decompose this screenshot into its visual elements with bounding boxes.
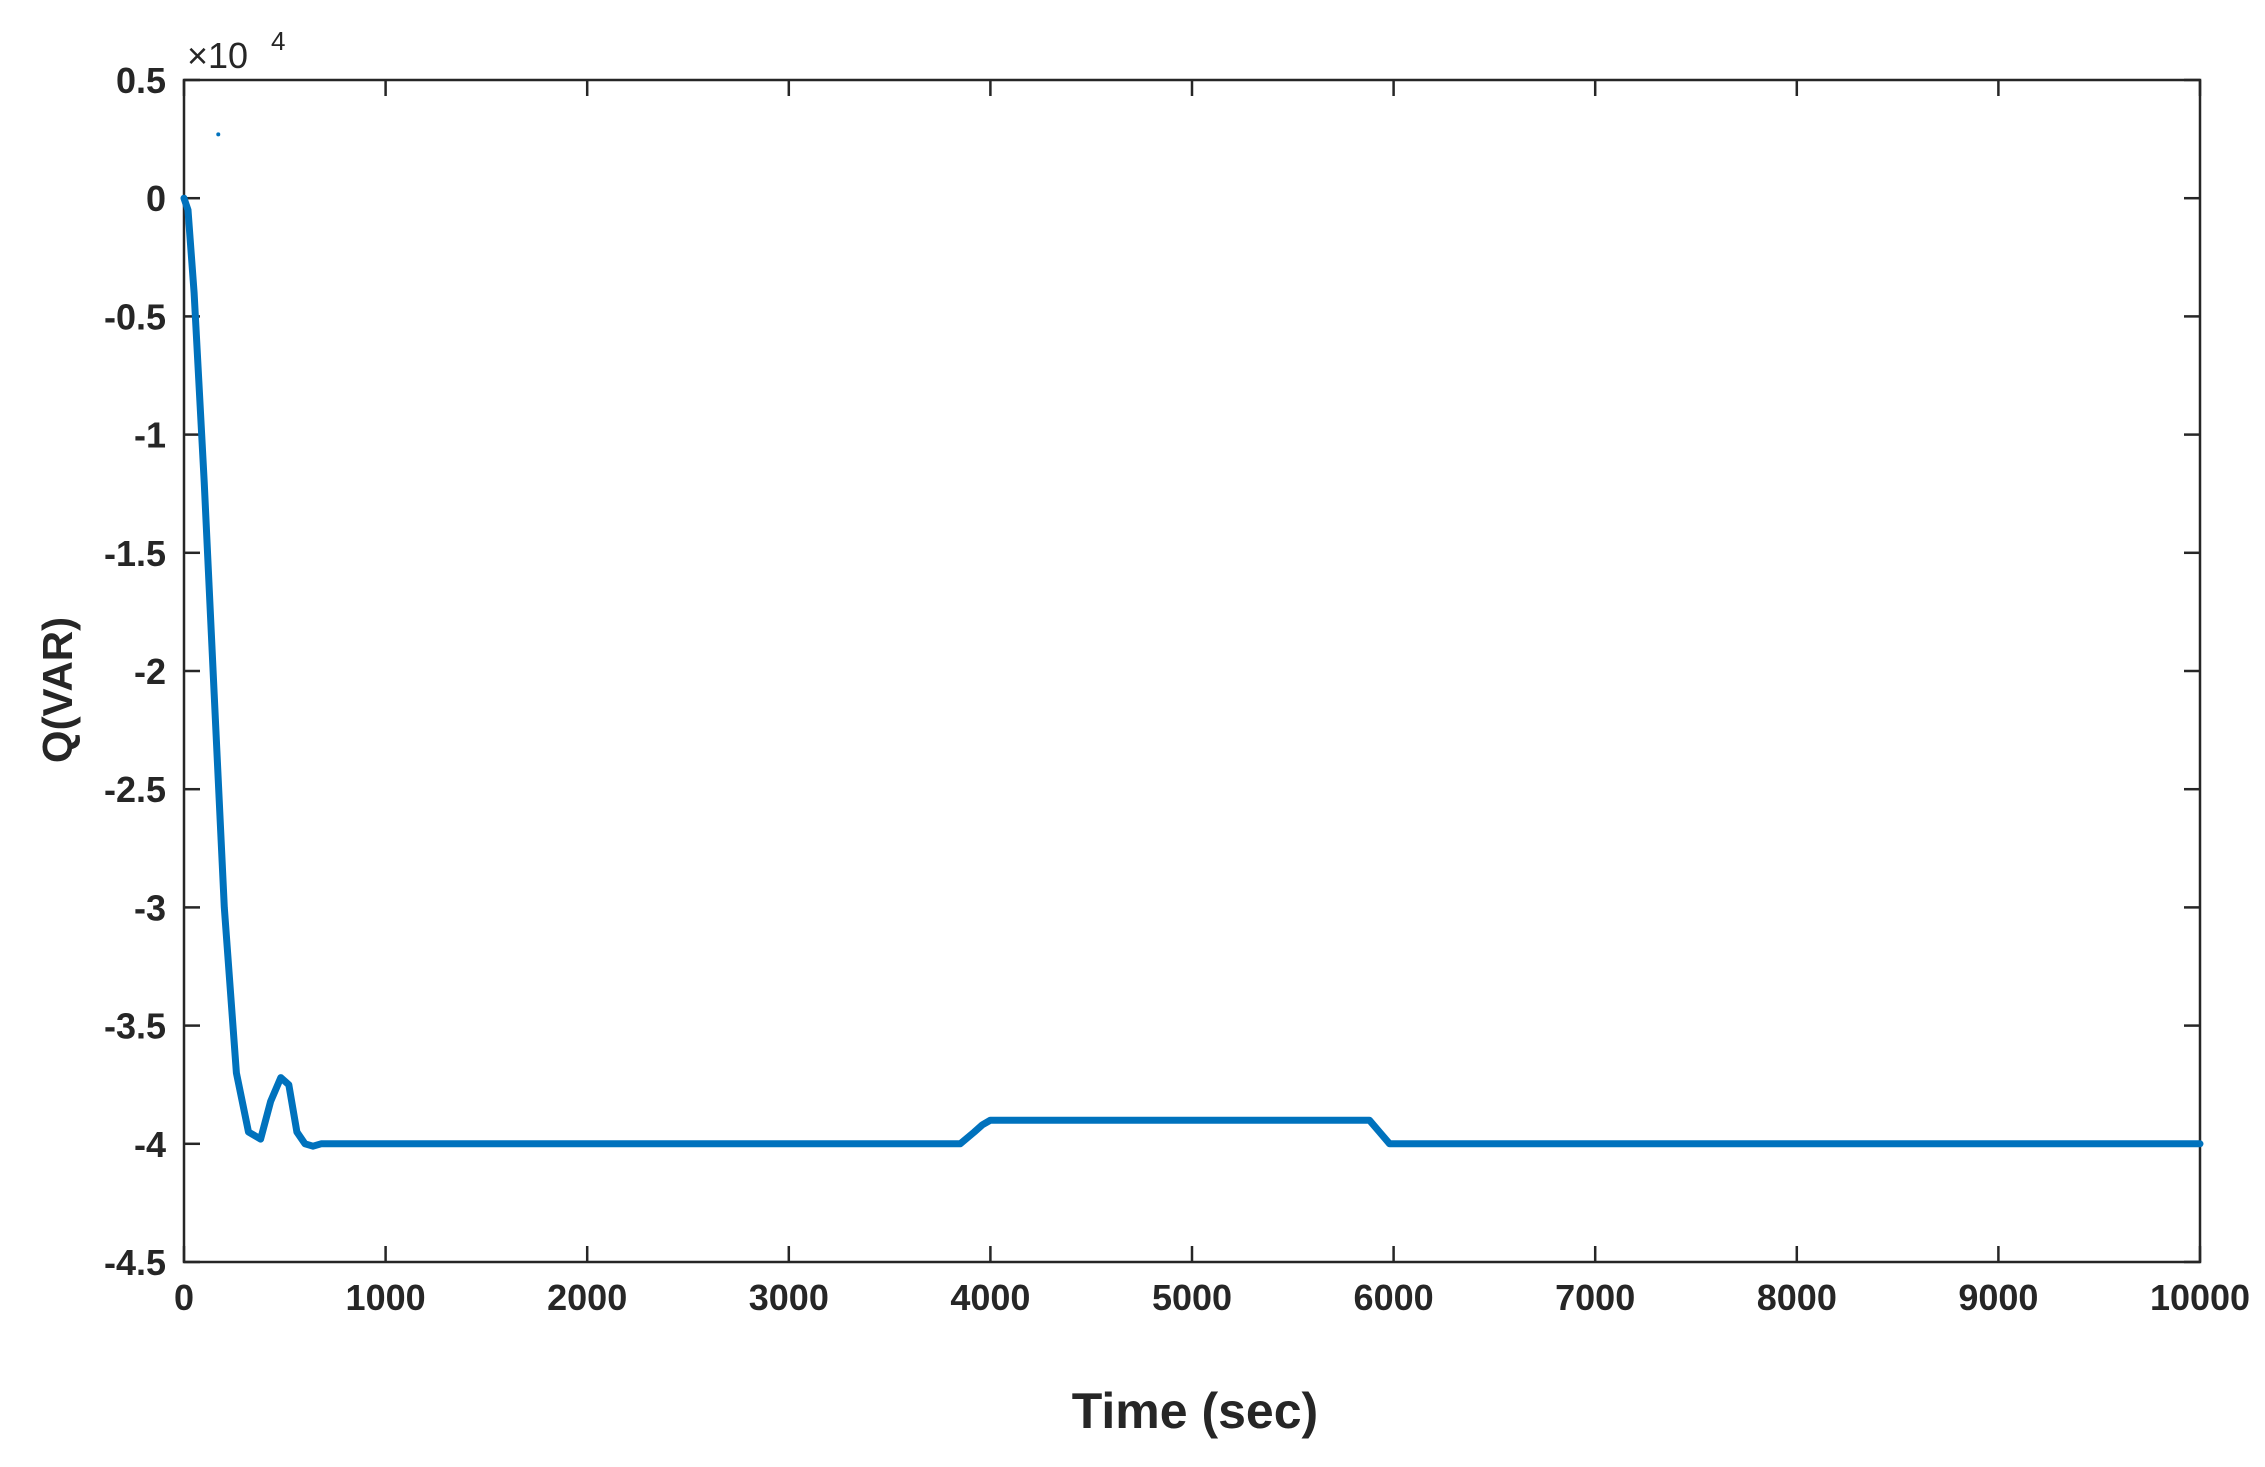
y-axis-label: Q(VAR) xyxy=(34,617,81,763)
x-tick-label: 5000 xyxy=(1152,1277,1232,1318)
x-tick-label: 2000 xyxy=(547,1277,627,1318)
y-tick-label: -3.5 xyxy=(104,1006,166,1047)
y-exponent-power: 4 xyxy=(271,26,285,56)
y-tick-label: -3 xyxy=(134,887,166,928)
y-tick-label: -4.5 xyxy=(104,1242,166,1283)
x-tick-label: 10000 xyxy=(2150,1277,2250,1318)
y-exponent-label: ×10 4 xyxy=(187,26,285,76)
x-tick-label: 9000 xyxy=(1958,1277,2038,1318)
x-tick-label: 1000 xyxy=(346,1277,426,1318)
plot-area xyxy=(182,78,2202,1264)
data-point xyxy=(216,132,221,137)
series-line xyxy=(180,194,2204,1150)
y-tick-label: -4 xyxy=(134,1124,166,1165)
y-tick-label: -1 xyxy=(134,415,166,456)
x-tick-label: 3000 xyxy=(749,1277,829,1318)
y-exponent-base: ×10 xyxy=(187,35,248,76)
x-axis-label: Time (sec) xyxy=(1072,1383,1318,1439)
plot-frame xyxy=(182,78,2202,1264)
x-tick-label: 0 xyxy=(174,1277,194,1318)
y-tick-label: 0 xyxy=(146,178,166,219)
axis-ticks xyxy=(182,78,2202,1264)
y-tick-labels: 0.5 0 -0.5 -1 -1.5 -2 -2.5 -3 -3.5 -4 -4.5 xyxy=(104,60,166,1283)
data-series xyxy=(180,132,2204,1150)
x-tick-label: 6000 xyxy=(1354,1277,1434,1318)
x-tick-label: 8000 xyxy=(1757,1277,1837,1318)
y-tick-label: -2.5 xyxy=(104,769,166,810)
y-tick-label: -1.5 xyxy=(104,533,166,574)
x-tick-label: 7000 xyxy=(1555,1277,1635,1318)
y-tick-label: 0.5 xyxy=(116,60,166,101)
y-tick-label: -2 xyxy=(134,651,166,692)
y-tick-label: -0.5 xyxy=(104,296,166,337)
x-tick-label: 4000 xyxy=(950,1277,1030,1318)
x-tick-labels: 0 1000 2000 3000 4000 5000 6000 7000 8000 9000 100… xyxy=(174,1277,2250,1318)
